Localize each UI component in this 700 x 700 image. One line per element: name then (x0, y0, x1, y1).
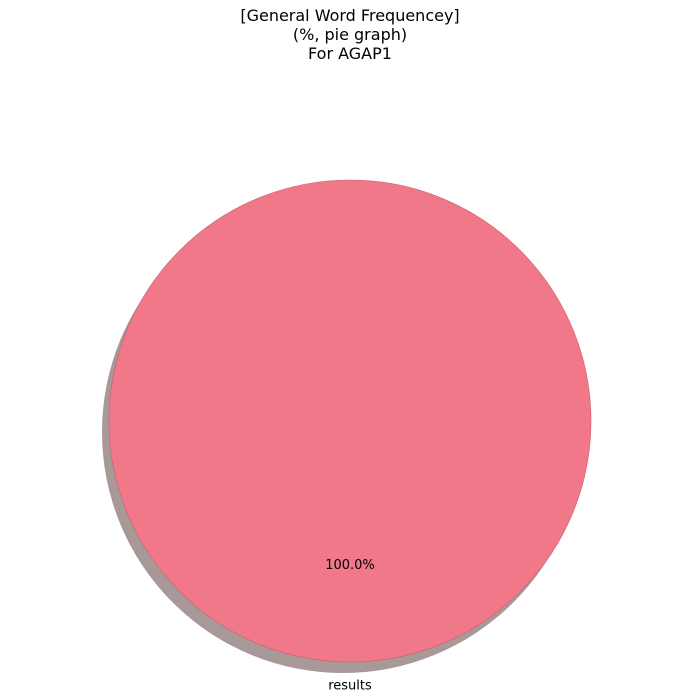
chart-title-line-2: (%, pie graph) (292, 25, 408, 44)
pie-pct-label-results: 100.0% (325, 558, 375, 573)
pie-slice-results (108, 179, 592, 663)
chart-title-line-3: For AGAP1 (308, 44, 392, 63)
chart-title: [General Word Frequencey] (%, pie graph)… (0, 6, 700, 63)
pie-slice-label-results: results (328, 679, 372, 694)
chart-title-line-1: [General Word Frequencey] (240, 6, 460, 25)
